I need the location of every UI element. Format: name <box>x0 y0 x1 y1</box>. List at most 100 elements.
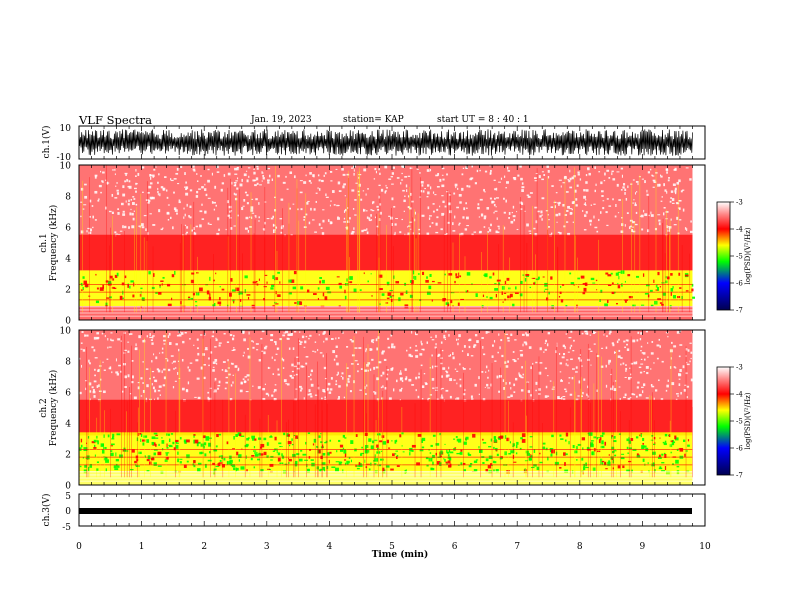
spectrogram-speckle <box>614 351 616 354</box>
spectrogram-speckle <box>643 383 646 387</box>
spectrogram-speckle <box>181 358 184 362</box>
spectrogram-speckle <box>530 466 535 469</box>
spectrogram-speckle <box>337 181 341 185</box>
spectrogram-speckle <box>453 438 456 440</box>
spectrogram-speckle <box>691 288 694 292</box>
spectrogram-speckle <box>275 342 277 346</box>
spectrogram-speckle <box>175 172 179 175</box>
spectrogram-speckle <box>262 387 266 391</box>
spectrogram-speckle <box>435 174 439 177</box>
spectrogram-speckle <box>127 341 130 343</box>
spectrogram-speckle <box>246 179 249 183</box>
spectrogram-speckle <box>469 178 473 181</box>
spectrogram-speckle <box>388 215 391 217</box>
spectrogram-speckle <box>240 466 245 470</box>
spectrogram-speckle <box>539 362 543 364</box>
spectrogram-speckle <box>200 334 203 336</box>
spectrogram-speckle <box>493 340 496 343</box>
spectrogram-speckle <box>608 454 611 456</box>
spectrogram-speckle <box>335 461 340 463</box>
spectrogram-speckle <box>249 226 252 228</box>
spectrogram-speckle <box>243 199 246 202</box>
spectrogram-speckle <box>618 276 620 280</box>
spectrogram-speckle <box>466 185 469 188</box>
spectrogram-speckle <box>103 369 106 371</box>
spectrogram-speckle <box>247 355 251 359</box>
spectrogram-speckle <box>604 172 606 176</box>
spectrogram-speckle <box>449 203 451 205</box>
spectrogram-speckle <box>263 451 267 456</box>
spectrogram-speckle <box>373 178 376 180</box>
spectrogram-speckle <box>273 279 276 281</box>
spectrogram-speckle <box>412 270 415 275</box>
spectrogram-speckle <box>285 175 287 178</box>
spectrogram-speckle <box>460 462 463 466</box>
spectrogram-speckle <box>107 338 109 341</box>
spectrogram-speckle <box>525 275 530 277</box>
spectrogram-speckle <box>199 210 203 213</box>
spectrogram-speckle <box>305 174 307 177</box>
spectrogram-speckle <box>292 453 296 458</box>
spectrogram-speckle <box>460 449 463 452</box>
spectrogram-speckle <box>676 331 680 334</box>
spectrogram-speckle <box>518 374 520 376</box>
spectrogram-speckle <box>580 275 585 279</box>
spectrogram-speckle <box>400 182 402 185</box>
spectrogram-speckle <box>163 368 166 371</box>
spectrogram-speckle <box>124 225 127 229</box>
spectrogram-speckle <box>521 189 524 193</box>
spectrogram-speckle <box>327 452 330 456</box>
spectrogram-speckle <box>493 469 495 472</box>
spectrogram-speckle <box>400 292 404 296</box>
spectrogram-speckle <box>442 367 446 370</box>
spectrogram-speckle <box>596 289 598 291</box>
spectrogram-speckle <box>218 344 221 347</box>
spectrogram-speckle <box>119 295 123 300</box>
spectrogram-speckle <box>458 222 461 225</box>
spectrogram-speckle <box>288 347 291 350</box>
spectrogram-speckle <box>421 398 424 400</box>
spectrogram-speckle <box>547 395 550 397</box>
spectrogram-speckle <box>426 464 429 467</box>
spectrogram-speckle <box>526 333 529 337</box>
spectrogram-speckle <box>245 216 249 220</box>
spectrogram-speckle <box>309 393 312 396</box>
spectrogram-speckle <box>322 292 325 297</box>
spectrogram-speckle <box>415 345 417 347</box>
spectrogram-speckle <box>293 453 296 457</box>
spectrogram-speckle <box>149 196 153 199</box>
spectrogram-speckle <box>121 282 125 286</box>
spectrogram-speckle <box>254 184 257 187</box>
spectrogram-speckle <box>520 280 523 285</box>
spectrogram-speckle <box>270 339 273 342</box>
spectrogram-speckle <box>280 226 284 230</box>
spectrogram-speckle <box>148 199 151 203</box>
spectrogram-speckle <box>401 218 404 221</box>
spectrogram-speckle <box>262 228 265 230</box>
spectrogram-speckle <box>539 347 542 351</box>
spectrogram-speckle <box>293 175 296 179</box>
spectrogram-speckle <box>84 283 89 288</box>
spectrogram-speckle <box>122 213 126 216</box>
spectrogram-speckle <box>122 185 125 189</box>
spectrogram-speckle <box>661 360 664 363</box>
spectrogram-speckle <box>460 232 464 236</box>
spectrogram-speckle <box>322 354 324 358</box>
spectrogram-speckle <box>417 395 420 399</box>
spectrogram-speckle <box>167 303 172 307</box>
spectrogram-speckle <box>353 169 355 172</box>
spectrogram-speckle <box>618 433 621 435</box>
spectrogram-speckle <box>482 438 484 441</box>
spectrogram-speckle <box>157 451 162 456</box>
spectrogram-speckle <box>622 465 625 469</box>
spectrogram-speckle <box>209 451 211 454</box>
spectrogram-speckle <box>668 177 671 179</box>
spectrogram-speckle <box>494 283 497 285</box>
spectrogram-speckle <box>431 299 433 302</box>
spectrogram-speckle <box>130 381 134 384</box>
spectrogram-speckle <box>345 226 349 230</box>
spectrogram-speckle <box>379 172 381 175</box>
spectrogram-speckle <box>663 442 667 446</box>
spectrogram-speckle <box>197 352 200 356</box>
spectrogram-speckle <box>299 385 302 388</box>
